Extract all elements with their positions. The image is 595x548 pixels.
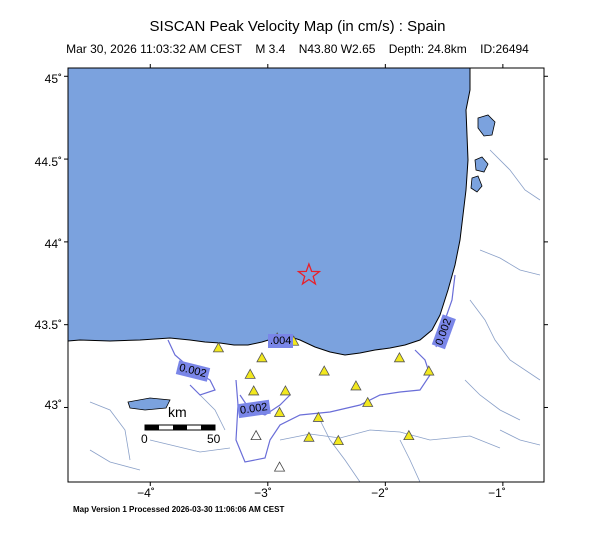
sea <box>68 68 470 355</box>
scale-bar-title: km <box>168 404 187 420</box>
x-tick-label: −4˚ <box>126 486 166 500</box>
y-tick-label: 45˚ <box>22 72 62 86</box>
map-footer: Map Version 1 Processed 2026-03-30 11:06… <box>73 505 284 514</box>
y-tick-label: 43˚ <box>22 398 62 412</box>
y-tick-label: 44˚ <box>22 237 62 251</box>
scale-bar-end: 50 <box>207 432 220 446</box>
scale-bar-start: 0 <box>141 432 148 446</box>
x-tick-label: −2˚ <box>360 486 400 500</box>
x-tick-label: −3˚ <box>243 486 283 500</box>
contour-label: .004 <box>268 334 293 348</box>
y-tick-label: 43.5˚ <box>22 318 62 332</box>
scale-bar <box>145 425 215 430</box>
y-tick-label: 44.5˚ <box>22 155 62 169</box>
x-tick-label: −1˚ <box>477 486 517 500</box>
